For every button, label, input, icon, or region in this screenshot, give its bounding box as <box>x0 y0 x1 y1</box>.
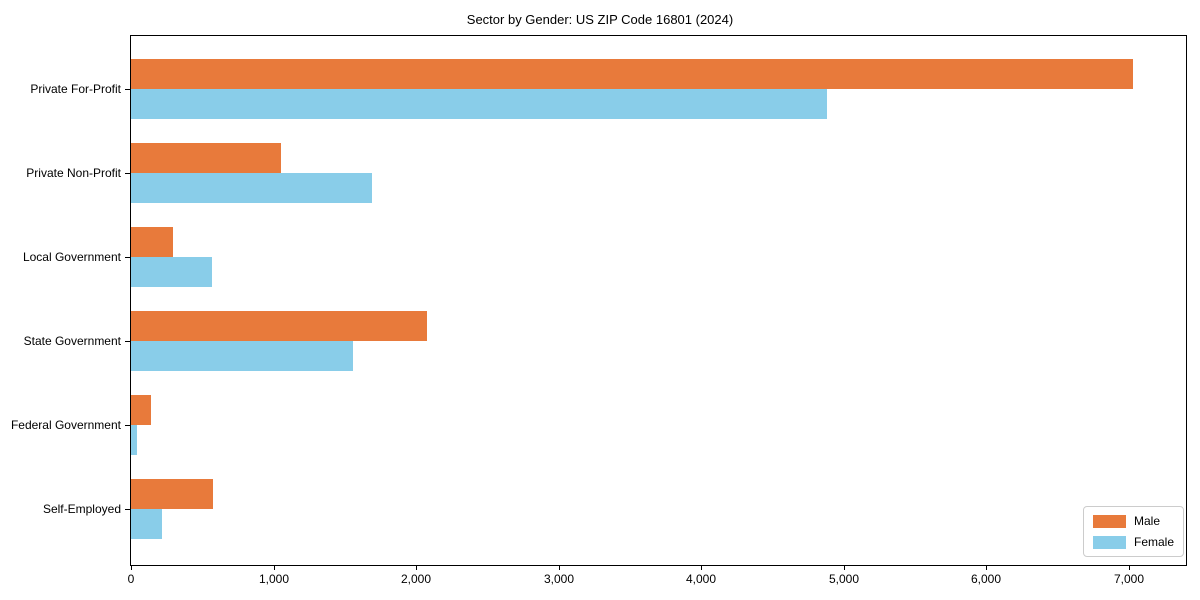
x-tick-mark <box>131 566 132 570</box>
legend-item-female: Female <box>1092 535 1174 549</box>
bar-male-local-government <box>131 227 173 257</box>
x-tick-mark <box>986 566 987 570</box>
bar-male-private-for-profit <box>131 59 1133 89</box>
bar-female-private-non-profit <box>131 173 372 203</box>
y-tick-mark <box>125 89 130 90</box>
xtick-label-7000: 7,000 <box>1113 572 1145 586</box>
bar-male-private-non-profit <box>131 143 281 173</box>
xtick-label-3000: 3,000 <box>543 572 575 586</box>
y-tick-mark <box>125 173 130 174</box>
x-tick-mark <box>844 566 845 570</box>
legend-item-male: Male <box>1092 514 1174 528</box>
ytick-label-private-for-profit: Private For-Profit <box>30 82 121 96</box>
y-tick-mark <box>125 425 130 426</box>
bar-male-federal-government <box>131 395 151 425</box>
x-tick-mark <box>559 566 560 570</box>
bar-female-local-government <box>131 257 212 287</box>
xtick-label-1000: 1,000 <box>258 572 290 586</box>
legend-swatch-male <box>1092 514 1126 528</box>
chart-title: Sector by Gender: US ZIP Code 16801 (202… <box>466 12 734 27</box>
bar-female-federal-government <box>131 425 137 455</box>
xtick-label-5000: 5,000 <box>828 572 860 586</box>
plot-area: Male Female <box>130 35 1187 566</box>
xtick-label-2000: 2,000 <box>400 572 432 586</box>
xtick-label-4000: 4,000 <box>685 572 717 586</box>
legend: Male Female <box>1082 506 1184 557</box>
y-tick-mark <box>125 257 130 258</box>
bar-female-state-government <box>131 341 353 371</box>
ytick-label-local-government: Local Government <box>22 250 121 264</box>
y-tick-mark <box>125 341 130 342</box>
legend-label-male: Male <box>1133 514 1160 528</box>
ytick-label-self-employed: Self-Employed <box>42 502 121 516</box>
x-tick-mark <box>274 566 275 570</box>
x-tick-mark <box>701 566 702 570</box>
bar-male-self-employed <box>131 479 213 509</box>
y-tick-mark <box>125 509 130 510</box>
legend-label-female: Female <box>1133 535 1174 549</box>
bar-male-state-government <box>131 311 427 341</box>
legend-swatch-female <box>1092 535 1126 549</box>
bar-female-private-for-profit <box>131 89 827 119</box>
ytick-label-private-non-profit: Private Non-Profit <box>26 166 121 180</box>
xtick-label-0: 0 <box>127 572 135 586</box>
bar-female-self-employed <box>131 509 162 539</box>
xtick-label-6000: 6,000 <box>970 572 1002 586</box>
ytick-label-state-government: State Government <box>23 334 121 348</box>
x-tick-mark <box>416 566 417 570</box>
ytick-label-federal-government: Federal Government <box>10 418 121 432</box>
x-tick-mark <box>1129 566 1130 570</box>
